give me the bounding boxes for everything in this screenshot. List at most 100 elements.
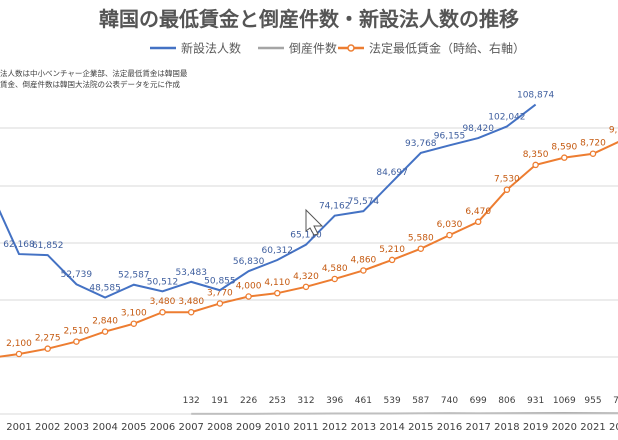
legend-marker-minimum-wage [347,44,355,52]
chart-title: 韓国の最低賃金と倒産件数・新設法人数の推移 [99,7,519,31]
x-tick-label: 2007 [178,422,203,433]
x-tick-label: 2006 [150,422,175,433]
minimum-wage-data-label: 4,320 [293,272,319,282]
minimum-wage-point [187,308,195,316]
minimum-wage-point [44,345,51,352]
minimum-wage-data-label: 7,530 [494,175,520,185]
bankruptcies-data-label: 191 [211,396,228,406]
minimum-wage-data-label: 8,590 [551,143,577,153]
bankruptcies-data-label: 699 [470,396,487,406]
new-corporations-data-label: 53,483 [175,268,207,278]
bankruptcies-data-label: 253 [269,396,286,406]
new-corporations-data-label: 50,512 [147,277,179,287]
new-corporations-data-label: 98,420 [462,124,494,134]
new-corporations-data-label: 74,162 [319,202,351,212]
minimum-wage-data-label: 5,210 [379,245,405,255]
minimum-wage-data-label: 3,100 [121,309,147,319]
source-note-line-2: 賃金、倒産件数は韓国大法院の公表データを元に作成 [0,79,180,89]
minimum-wage-point [216,300,224,307]
minimum-wage-point [360,267,367,274]
new-corporations-data-label: 62,168 [3,240,35,250]
bankruptcies-data-label: 955 [584,396,601,406]
new-corporations-data-label: 108,874 [517,91,554,101]
minimum-wage-point [159,308,166,316]
new-corporations-data-label: 65,110 [290,231,322,241]
x-tick-label: 2005 [121,422,146,433]
bankruptcies-data-label: 396 [326,396,343,406]
bankruptcies-series: 132 191 226 253 312 396 461 539 587 740 699 806 931 1… [183,396,618,415]
bankruptcies-data-label: 806 [498,396,515,406]
x-tick-label: 2001 [6,422,31,433]
minimum-wage-point [589,150,597,157]
minimum-wage-data-label: 2,510 [64,327,90,337]
minimum-wage-data-label: 4,860 [351,255,377,265]
x-tick-label: 2009 [236,422,261,433]
bankruptcies-data-label: 312 [297,396,314,406]
bankruptcies-data-label: 539 [384,396,401,406]
minimum-wage-data-label: 2,840 [92,317,118,327]
minimum-wage-point [101,328,109,335]
x-tick-label: 2018 [494,422,519,433]
minimum-wage-data-label: 2,100 [6,339,32,349]
x-tick-label: 2003 [64,422,89,433]
legend: 新設法人数 倒産件数 法定最低賃金（時給、右軸） [150,41,525,56]
new-corporations-data-label: 75,574 [348,197,380,207]
minimum-wage-data-label: 8,720 [580,139,606,149]
minimum-wage-data-label: 5,580 [408,234,434,244]
bankruptcies-data-label: 931 [527,396,544,406]
new-corporations-data-label: 96,155 [434,131,466,141]
bankruptcies-data-label: 738 [613,396,618,406]
source-note-line-1: 法人数は中小ベンチャー企業部、法定最低賃金は韓国最 [0,68,188,78]
minimum-wage-data-label: 6,030 [437,220,463,230]
new-corporations-data-label: 56,830 [233,257,265,267]
minimum-wage-data-label: 4,580 [322,264,348,274]
minimum-wage-point [417,245,425,252]
minimum-wage-point [274,289,281,297]
new-corporations-data-label: 61,852 [32,241,64,251]
new-corporations-data-label: 50,855 [204,276,236,286]
bankruptcies-data-label: 1069 [553,396,576,406]
minimum-wage-point [302,283,310,291]
minimum-wage-data-label: 3,770 [207,288,233,298]
minimum-wage-point [245,293,252,300]
new-corporations-data-label: 84,697 [376,168,408,178]
new-corporations-data-label: 60,312 [262,246,294,256]
x-tick-label: 2017 [465,422,490,433]
minimum-wage-data-label: 3,480 [178,297,204,307]
minimum-wage-point [474,218,482,226]
x-tick-label: 2014 [379,422,404,433]
legend-label-minimum-wage: 法定最低賃金（時給、右軸） [369,41,525,56]
legend-label-bankruptcies: 倒産件数 [289,41,337,56]
minimum-wage-data-label: 6,470 [465,207,491,217]
minimum-wage-data-label: 8,350 [523,150,549,160]
minimum-wage-point [15,350,23,358]
x-tick-label: 2008 [207,422,232,433]
x-tick-label: 2022 [609,422,618,433]
minimum-wage-data-label: 9,160 [609,125,618,135]
x-tick-label: 2013 [351,422,376,433]
x-tick-label: 2019 [523,422,548,433]
minimum-wage-point [561,154,568,161]
new-corporations-data-label: 48,585 [89,284,121,294]
legend-label-new-corporations: 新設法人数 [181,41,241,56]
x-tick-label: 2020 [552,422,577,433]
minimum-wage-data-label: 4,000 [236,282,262,292]
x-tick-label: 2012 [322,422,347,433]
mouse-cursor [305,208,324,236]
new-corporations-data-label: 102,042 [488,112,525,122]
x-tick-label: 2010 [265,422,290,433]
bankruptcies-data-label: 740 [441,396,458,406]
bankruptcies-data-label: 226 [240,396,257,406]
bankruptcies-data-label: 132 [183,396,200,406]
x-tick-label: 2021 [580,422,605,433]
minimum-wage-point [503,186,511,193]
bankruptcies-data-label: 587 [412,396,429,406]
new-corporations-data-label: 52,587 [118,271,150,281]
x-tick-label: 2002 [35,422,60,433]
x-tick-label: 2004 [92,422,117,433]
minimum-wage-point [130,320,138,327]
x-tick-label: 2016 [437,422,462,433]
